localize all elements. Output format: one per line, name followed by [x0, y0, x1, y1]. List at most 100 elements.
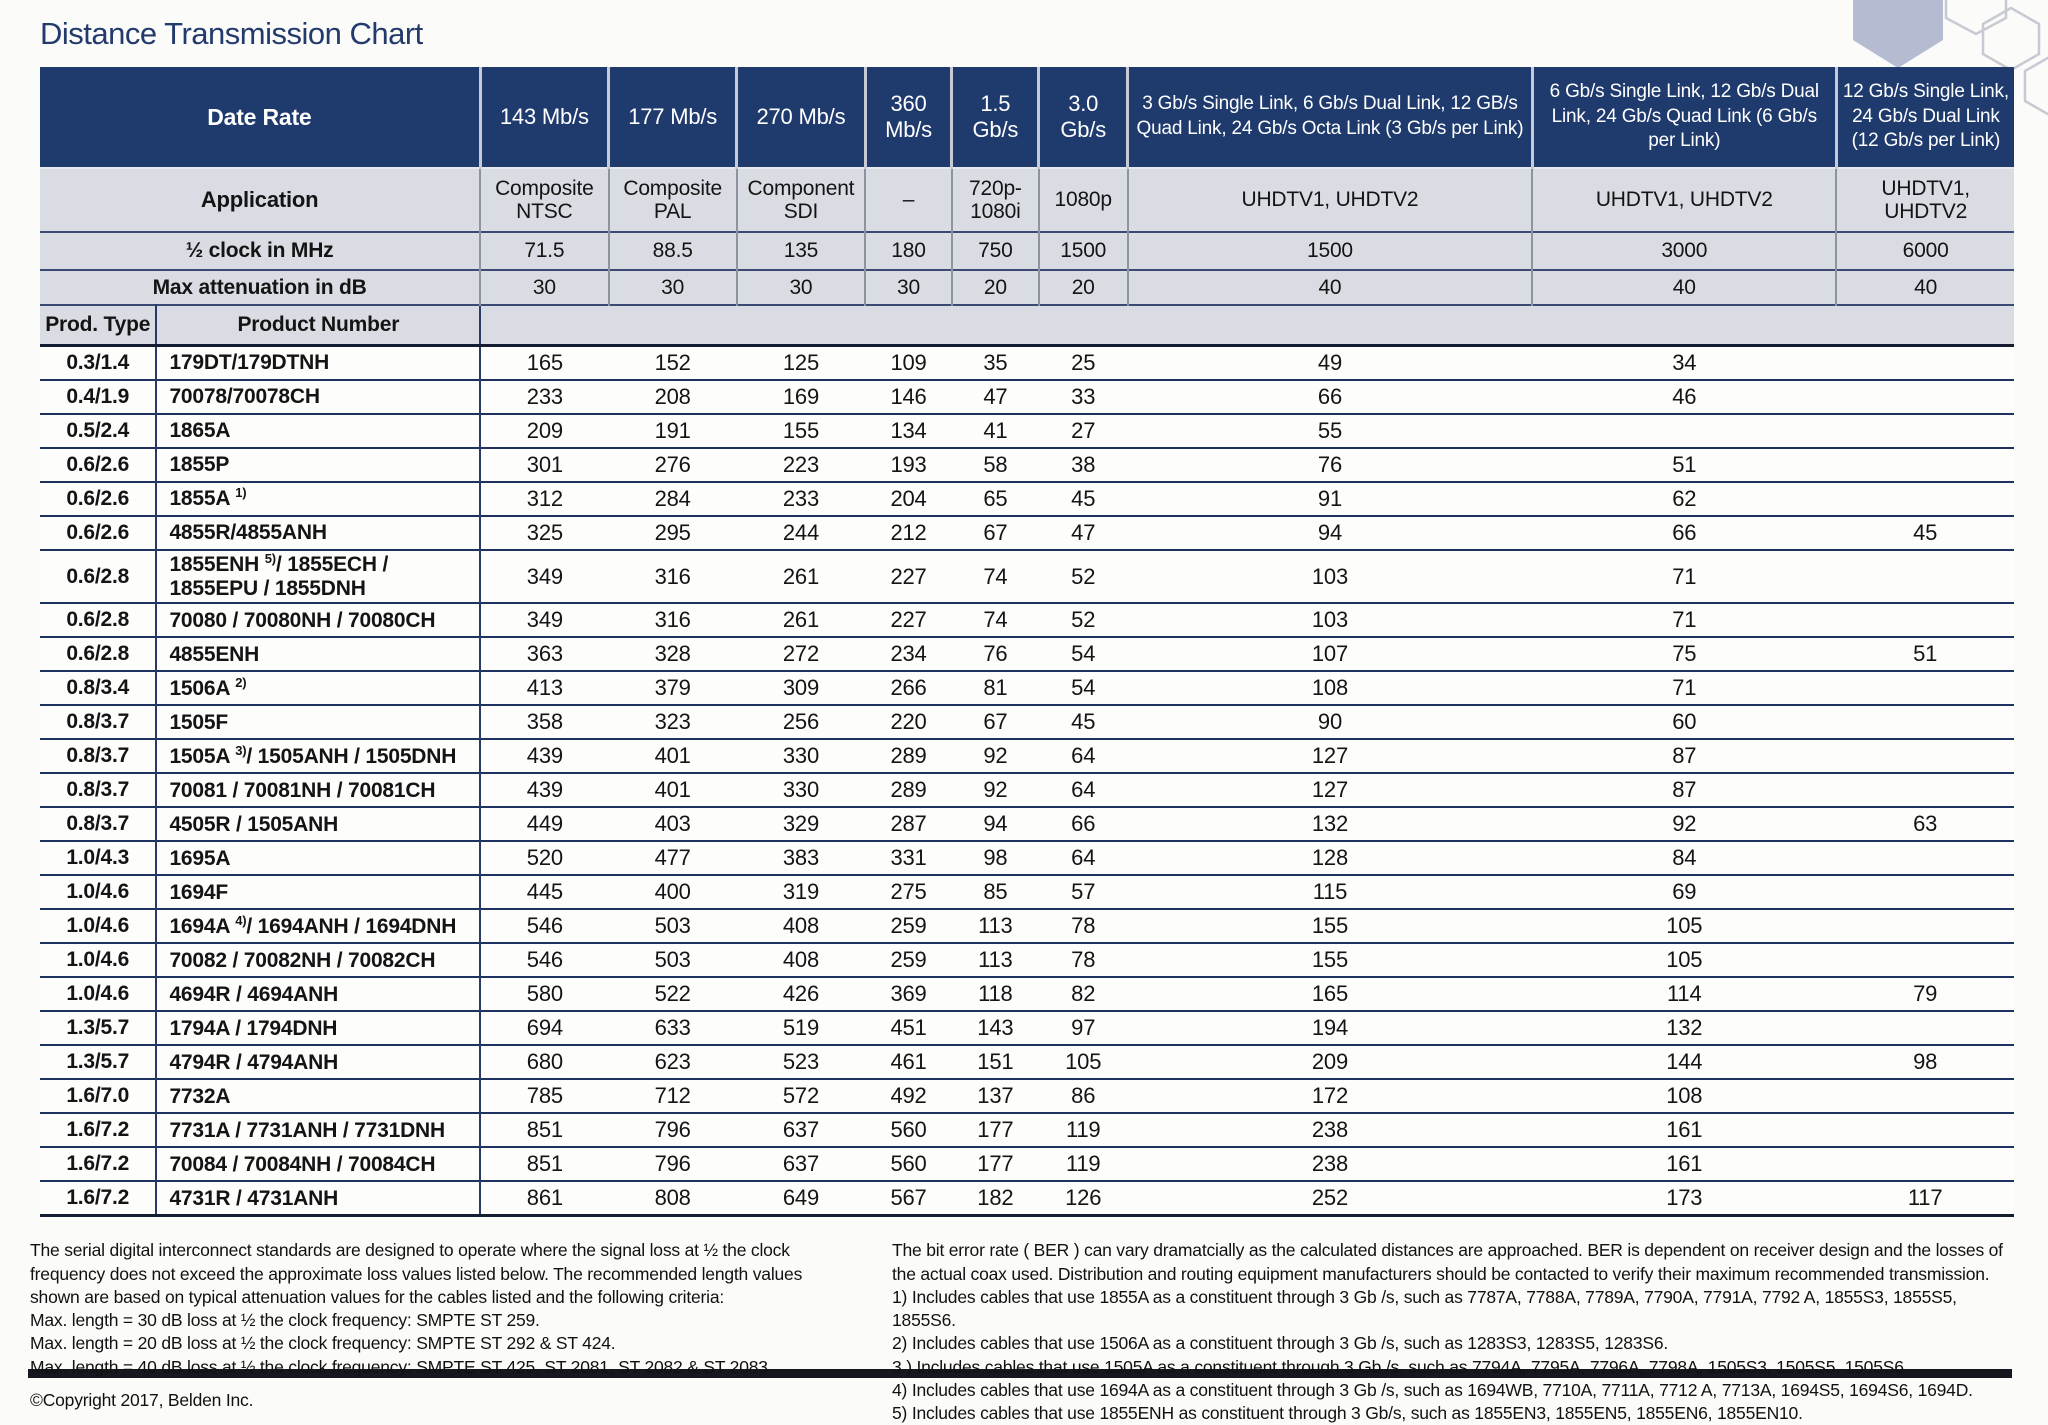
value-cell: 105: [1038, 1044, 1128, 1080]
value-cell: 169: [736, 379, 866, 414]
value-cell: 67: [951, 704, 1039, 740]
value-cell: 309: [736, 670, 866, 706]
distance-transmission-table: Date Rate 143 Mb/s 177 Mb/s 270 Mb/s 360…: [40, 67, 2014, 1218]
value-cell: 325: [480, 515, 609, 550]
product-number-cell: 7731A / 7731ANH / 7731DNH: [156, 1112, 482, 1148]
value-cell: 151: [951, 1044, 1039, 1080]
half-clock-cell: 135: [735, 232, 866, 270]
value-cell: 349: [480, 548, 609, 604]
product-number-cell: 70081 / 70081NH / 70081CH: [156, 772, 482, 808]
prod-type-cell: 1.6/7.2: [40, 1180, 158, 1218]
value-cell: 492: [865, 1078, 952, 1114]
prod-type-cell: 0.6/2.6: [40, 447, 158, 482]
value-cell: 276: [608, 447, 737, 482]
max-attenuation-cell: 30: [479, 270, 609, 305]
value-cell: 66: [1038, 806, 1128, 842]
value-cell: 445: [480, 874, 609, 910]
value-cell: 41: [951, 413, 1039, 448]
prod-type-cell: 1.0/4.3: [40, 840, 158, 876]
value-cell: 256: [736, 704, 866, 740]
value-cell: [1836, 772, 2014, 808]
value-cell: 127: [1127, 772, 1533, 808]
product-number-cell: 70078/70078CH: [156, 379, 482, 414]
value-cell: 796: [608, 1112, 737, 1148]
value-cell: 34: [1532, 344, 1837, 380]
table-row: 0.6/2.8 4855ENH 363 328 272 234 76 54 10…: [40, 636, 2014, 672]
table-row: 1.3/5.7 1794A / 1794DNH 694 633 519 451 …: [40, 1010, 2014, 1046]
value-cell: 275: [865, 874, 952, 910]
max-attenuation-cell: 20: [1037, 270, 1128, 305]
value-cell: 522: [608, 976, 737, 1012]
value-cell: 103: [1127, 548, 1533, 604]
value-cell: 165: [480, 344, 609, 380]
value-cell: 113: [951, 942, 1039, 978]
max-attenuation-cell: 40: [1126, 270, 1533, 305]
value-cell: 193: [865, 447, 952, 482]
footer-left-paragraph: The serial digital interconnect standard…: [30, 1240, 803, 1307]
application-cell: UHDTV1, UHDTV2: [1531, 168, 1837, 232]
value-cell: 177: [951, 1146, 1039, 1182]
col-header-270: 270 Mb/s: [735, 67, 866, 168]
value-cell: 358: [480, 704, 609, 740]
value-cell: [1532, 413, 1837, 448]
value-cell: 74: [951, 548, 1039, 604]
value-cell: 401: [608, 772, 737, 808]
date-rate-label: Date Rate: [40, 67, 481, 168]
value-cell: 64: [1038, 772, 1128, 808]
value-cell: 519: [736, 1010, 866, 1046]
table-row: 1.3/5.7 4794R / 4794ANH 680 623 523 461 …: [40, 1044, 2014, 1080]
value-cell: 694: [480, 1010, 609, 1046]
table-row: 0.8/3.7 1505A 3)/ 1505ANH / 1505DNH 439 …: [40, 738, 2014, 774]
value-cell: 81: [951, 670, 1039, 706]
value-cell: 45: [1836, 515, 2014, 550]
value-cell: 109: [865, 344, 952, 380]
product-number-cell: 70084 / 70084NH / 70084CH: [156, 1146, 482, 1182]
value-cell: 54: [1038, 670, 1128, 706]
prod-type-cell: 0.6/2.6: [40, 515, 158, 550]
value-cell: 426: [736, 976, 866, 1012]
product-number-cell: 70080 / 70080NH / 70080CH: [156, 602, 482, 638]
value-cell: 51: [1532, 447, 1837, 482]
value-cell: 146: [865, 379, 952, 414]
value-cell: [1836, 908, 2014, 944]
value-cell: 27: [1038, 413, 1128, 448]
footer-right-paragraph: The bit error rate ( BER ) can vary dram…: [892, 1240, 2003, 1284]
value-cell: 67: [951, 515, 1039, 550]
value-cell: 134: [865, 413, 952, 448]
value-cell: [1836, 344, 2014, 380]
value-cell: 503: [608, 908, 737, 944]
value-cell: 47: [1038, 515, 1128, 550]
value-cell: 65: [951, 481, 1039, 516]
value-cell: 78: [1038, 942, 1128, 978]
table-row: 0.6/2.8 1855ENH 5)/ 1855ECH / 1855EPU / …: [40, 548, 2014, 604]
value-cell: 208: [608, 379, 737, 414]
application-cell: 1080p: [1037, 168, 1128, 232]
col-header-12g-group: 12 Gb/s Single Link, 24 Gb/s Dual Link (…: [1834, 67, 2014, 168]
value-cell: 94: [951, 806, 1039, 842]
max-attenuation-label: Max attenuation in dB: [40, 270, 481, 305]
half-clock-cell: 1500: [1126, 232, 1533, 270]
value-cell: 259: [865, 908, 952, 944]
value-cell: 546: [480, 908, 609, 944]
table-row: 0.8/3.7 4505R / 1505ANH 449 403 329 287 …: [40, 806, 2014, 842]
value-cell: 785: [480, 1078, 609, 1114]
value-cell: 64: [1038, 840, 1128, 876]
value-cell: 132: [1127, 806, 1533, 842]
table-row: 0.4/1.9 70078/70078CH 233 208 169 146 47…: [40, 379, 2014, 414]
prod-type-cell: 0.8/3.7: [40, 704, 158, 740]
value-cell: 413: [480, 670, 609, 706]
value-cell: [1836, 379, 2014, 414]
value-cell: [1836, 1112, 2014, 1148]
value-cell: 45: [1038, 704, 1128, 740]
value-cell: 851: [480, 1146, 609, 1182]
value-cell: 94: [1127, 515, 1533, 550]
value-cell: 86: [1038, 1078, 1128, 1114]
value-cell: 261: [736, 602, 866, 638]
value-cell: [1836, 670, 2014, 706]
half-clock-row: ½ clock in MHz 71.5 88.5 135 180 750 150…: [40, 232, 2014, 270]
value-cell: 194: [1127, 1010, 1533, 1046]
value-cell: 520: [480, 840, 609, 876]
value-cell: 209: [1127, 1044, 1533, 1080]
value-cell: 439: [480, 772, 609, 808]
value-cell: 401: [608, 738, 737, 774]
